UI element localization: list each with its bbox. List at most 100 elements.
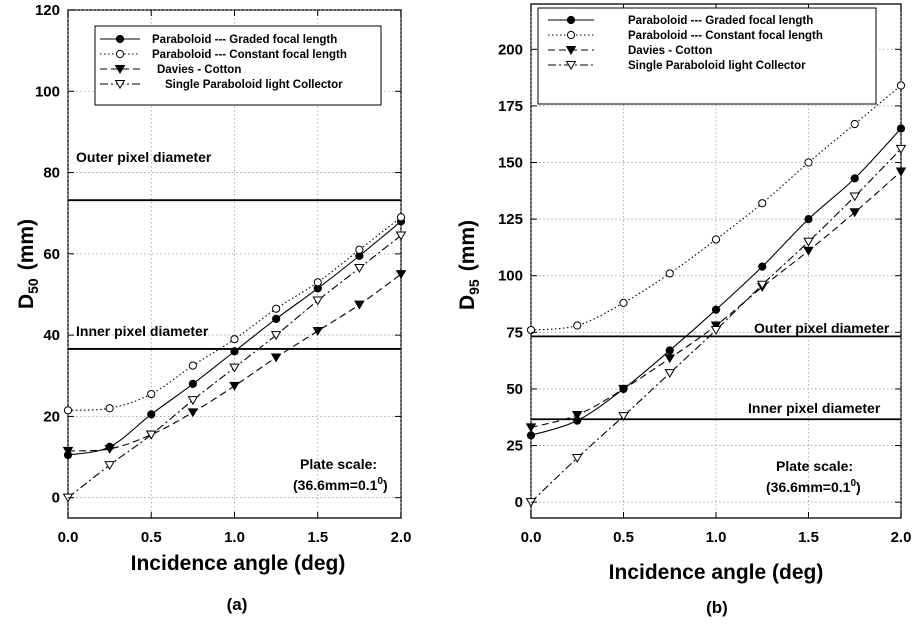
y-tick-label: 0 <box>52 490 60 507</box>
data-point <box>188 379 197 388</box>
x-tick-label: 0.5 <box>613 529 634 546</box>
legend-box <box>537 7 877 105</box>
data-point <box>756 280 768 290</box>
legend-item: Davies - Cotton <box>100 64 241 76</box>
legend-item: Paraboloid --- Constant focal length <box>548 30 823 42</box>
legend-label: Paraboloid --- Graded focal length <box>152 34 337 46</box>
data-point <box>896 124 906 133</box>
x-tick-label: 1.5 <box>307 529 328 546</box>
panel-label: (b) <box>706 598 728 617</box>
data-point <box>849 208 861 218</box>
data-point <box>711 305 721 314</box>
plate-scale-annotation: Plate scale: <box>300 456 377 472</box>
data-point <box>187 408 199 418</box>
data-point <box>104 444 115 454</box>
reference-line-label: Outer pixel diameter <box>754 320 890 336</box>
y-tick-label: 150 <box>498 155 523 172</box>
legend-swatch-marker <box>565 45 577 55</box>
reference-line-label: Inner pixel diameter <box>76 323 209 339</box>
legend-item: Davies - Cotton <box>548 45 712 57</box>
legend: Paraboloid --- Graded focal length Parabo… <box>94 25 382 106</box>
legend-item: Single Paraboloid light Collector <box>548 60 806 72</box>
legend-label: Single Paraboloid light Collector <box>628 60 806 72</box>
data-point <box>525 423 537 433</box>
legend-swatch-marker <box>115 49 125 59</box>
series-4 <box>62 231 407 503</box>
data-point <box>665 269 674 278</box>
axis-ticks: 0.0 0.5 1.0 1.5 2.0 0 25 50 75 100 125 150 175 200 <box>498 4 911 546</box>
data-point <box>803 246 814 256</box>
legend-label: Paraboloid --- Constant focal length <box>152 49 347 61</box>
y-tick-label: 100 <box>498 268 523 285</box>
series-4 <box>525 144 907 508</box>
series-line <box>530 85 902 331</box>
data-point <box>571 453 583 463</box>
y-tick-label: 40 <box>43 327 60 344</box>
x-tick-label: 1.0 <box>224 529 245 546</box>
data-point <box>850 174 859 183</box>
x-tick-label: 1.0 <box>706 529 727 546</box>
legend-label: Davies - Cotton <box>157 64 241 76</box>
data-point <box>571 410 583 420</box>
data-point <box>270 353 282 363</box>
data-point <box>665 346 674 355</box>
data-point <box>895 144 907 154</box>
legend-item: Paraboloid --- Graded focal length <box>100 34 337 46</box>
data-point <box>230 335 239 344</box>
data-point <box>62 446 74 456</box>
legend-label: Paraboloid --- Graded focal length <box>628 15 813 27</box>
data-point <box>711 235 721 244</box>
x-tick-label: 2.0 <box>391 529 412 546</box>
data-point <box>664 354 676 364</box>
data-point <box>618 412 629 422</box>
data-point <box>804 158 813 167</box>
data-point <box>849 192 861 202</box>
legend-item: Single Paraboloid light Collector <box>100 79 343 91</box>
legend-label: Davies - Cotton <box>628 45 712 57</box>
data-point <box>758 199 767 208</box>
data-point <box>105 404 114 413</box>
y-tick-label: 175 <box>498 98 523 115</box>
y-axis-label: D50(mm) <box>15 219 41 309</box>
data-point <box>63 406 73 415</box>
reference-line-label: Outer pixel diameter <box>76 149 212 165</box>
x-tick-label: 2.0 <box>891 529 912 546</box>
data-point <box>396 213 406 222</box>
series-2 <box>526 81 906 335</box>
x-tick-label: 0.5 <box>141 529 162 546</box>
legend-swatch-marker <box>114 64 126 74</box>
data-point <box>145 430 157 440</box>
y-tick-label: 80 <box>43 165 60 182</box>
data-point <box>803 237 814 247</box>
data-point <box>187 396 199 406</box>
plate-scale-annotation: Plate scale: <box>776 458 853 474</box>
y-tick-label: 200 <box>498 41 523 58</box>
y-tick-label: 20 <box>43 408 60 425</box>
data-point <box>618 384 629 394</box>
legend: Paraboloid --- Graded focal length Parabo… <box>537 7 877 105</box>
plate-scale-value: (36.6mm=0.10) <box>293 476 388 493</box>
legend-swatch-marker <box>115 34 125 44</box>
axis-ticks: 0.0 0.5 1.0 1.5 2.0 0 20 40 60 80 100 120 <box>35 2 411 546</box>
data-point <box>395 270 407 280</box>
y-axis-label: D95(mm) <box>456 220 482 310</box>
data-point <box>312 296 324 306</box>
data-point <box>758 262 767 271</box>
x-axis-label: Incidence angle (deg) <box>609 561 824 584</box>
y-tick-label: 50 <box>506 381 523 398</box>
y-tick-label: 0 <box>515 494 523 511</box>
data-point <box>896 81 906 90</box>
data-point <box>229 381 240 391</box>
data-point <box>270 331 282 341</box>
data-point <box>850 119 859 129</box>
series-layer <box>525 81 907 508</box>
data-point <box>895 167 907 177</box>
y-tick-label: 75 <box>506 324 523 341</box>
data-point <box>355 245 364 254</box>
chart-panel-a: 0.0 0.5 1.0 1.5 2.0 0 20 40 60 80 100 120 Paraboloi… <box>15 2 411 614</box>
y-tick-label: 125 <box>498 211 523 228</box>
data-point <box>526 431 536 440</box>
reference-line-label: Inner pixel diameter <box>748 400 881 416</box>
legend-swatch-marker <box>114 79 126 89</box>
series-3 <box>525 167 907 433</box>
